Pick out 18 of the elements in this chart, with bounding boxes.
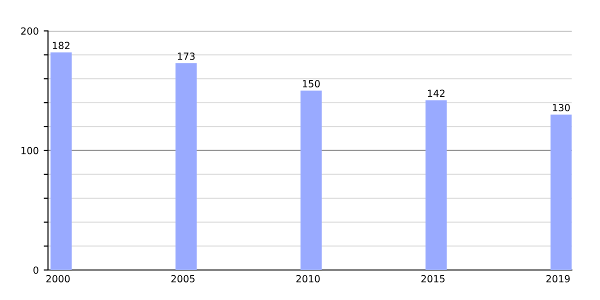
data-label: 142 (428, 90, 444, 97)
y-tick-label: 200 (21, 27, 38, 35)
x-tick-label: 2010 (296, 275, 320, 282)
bar (300, 90, 322, 270)
bar (550, 114, 572, 270)
data-label: 150 (302, 80, 320, 88)
data-label: 182 (52, 42, 70, 50)
bar (426, 100, 447, 270)
x-tick-label: 2005 (171, 275, 195, 282)
bar (176, 63, 197, 270)
bar (50, 52, 72, 270)
data-label: 130 (552, 104, 570, 112)
x-tick-label: 2000 (46, 275, 70, 282)
y-tick-label: 100 (21, 146, 38, 154)
x-tick-label: 2015 (421, 275, 445, 282)
data-label: 173 (178, 52, 195, 60)
x-tick-label: 2019 (546, 275, 570, 282)
y-tick-label: 0 (33, 266, 38, 274)
